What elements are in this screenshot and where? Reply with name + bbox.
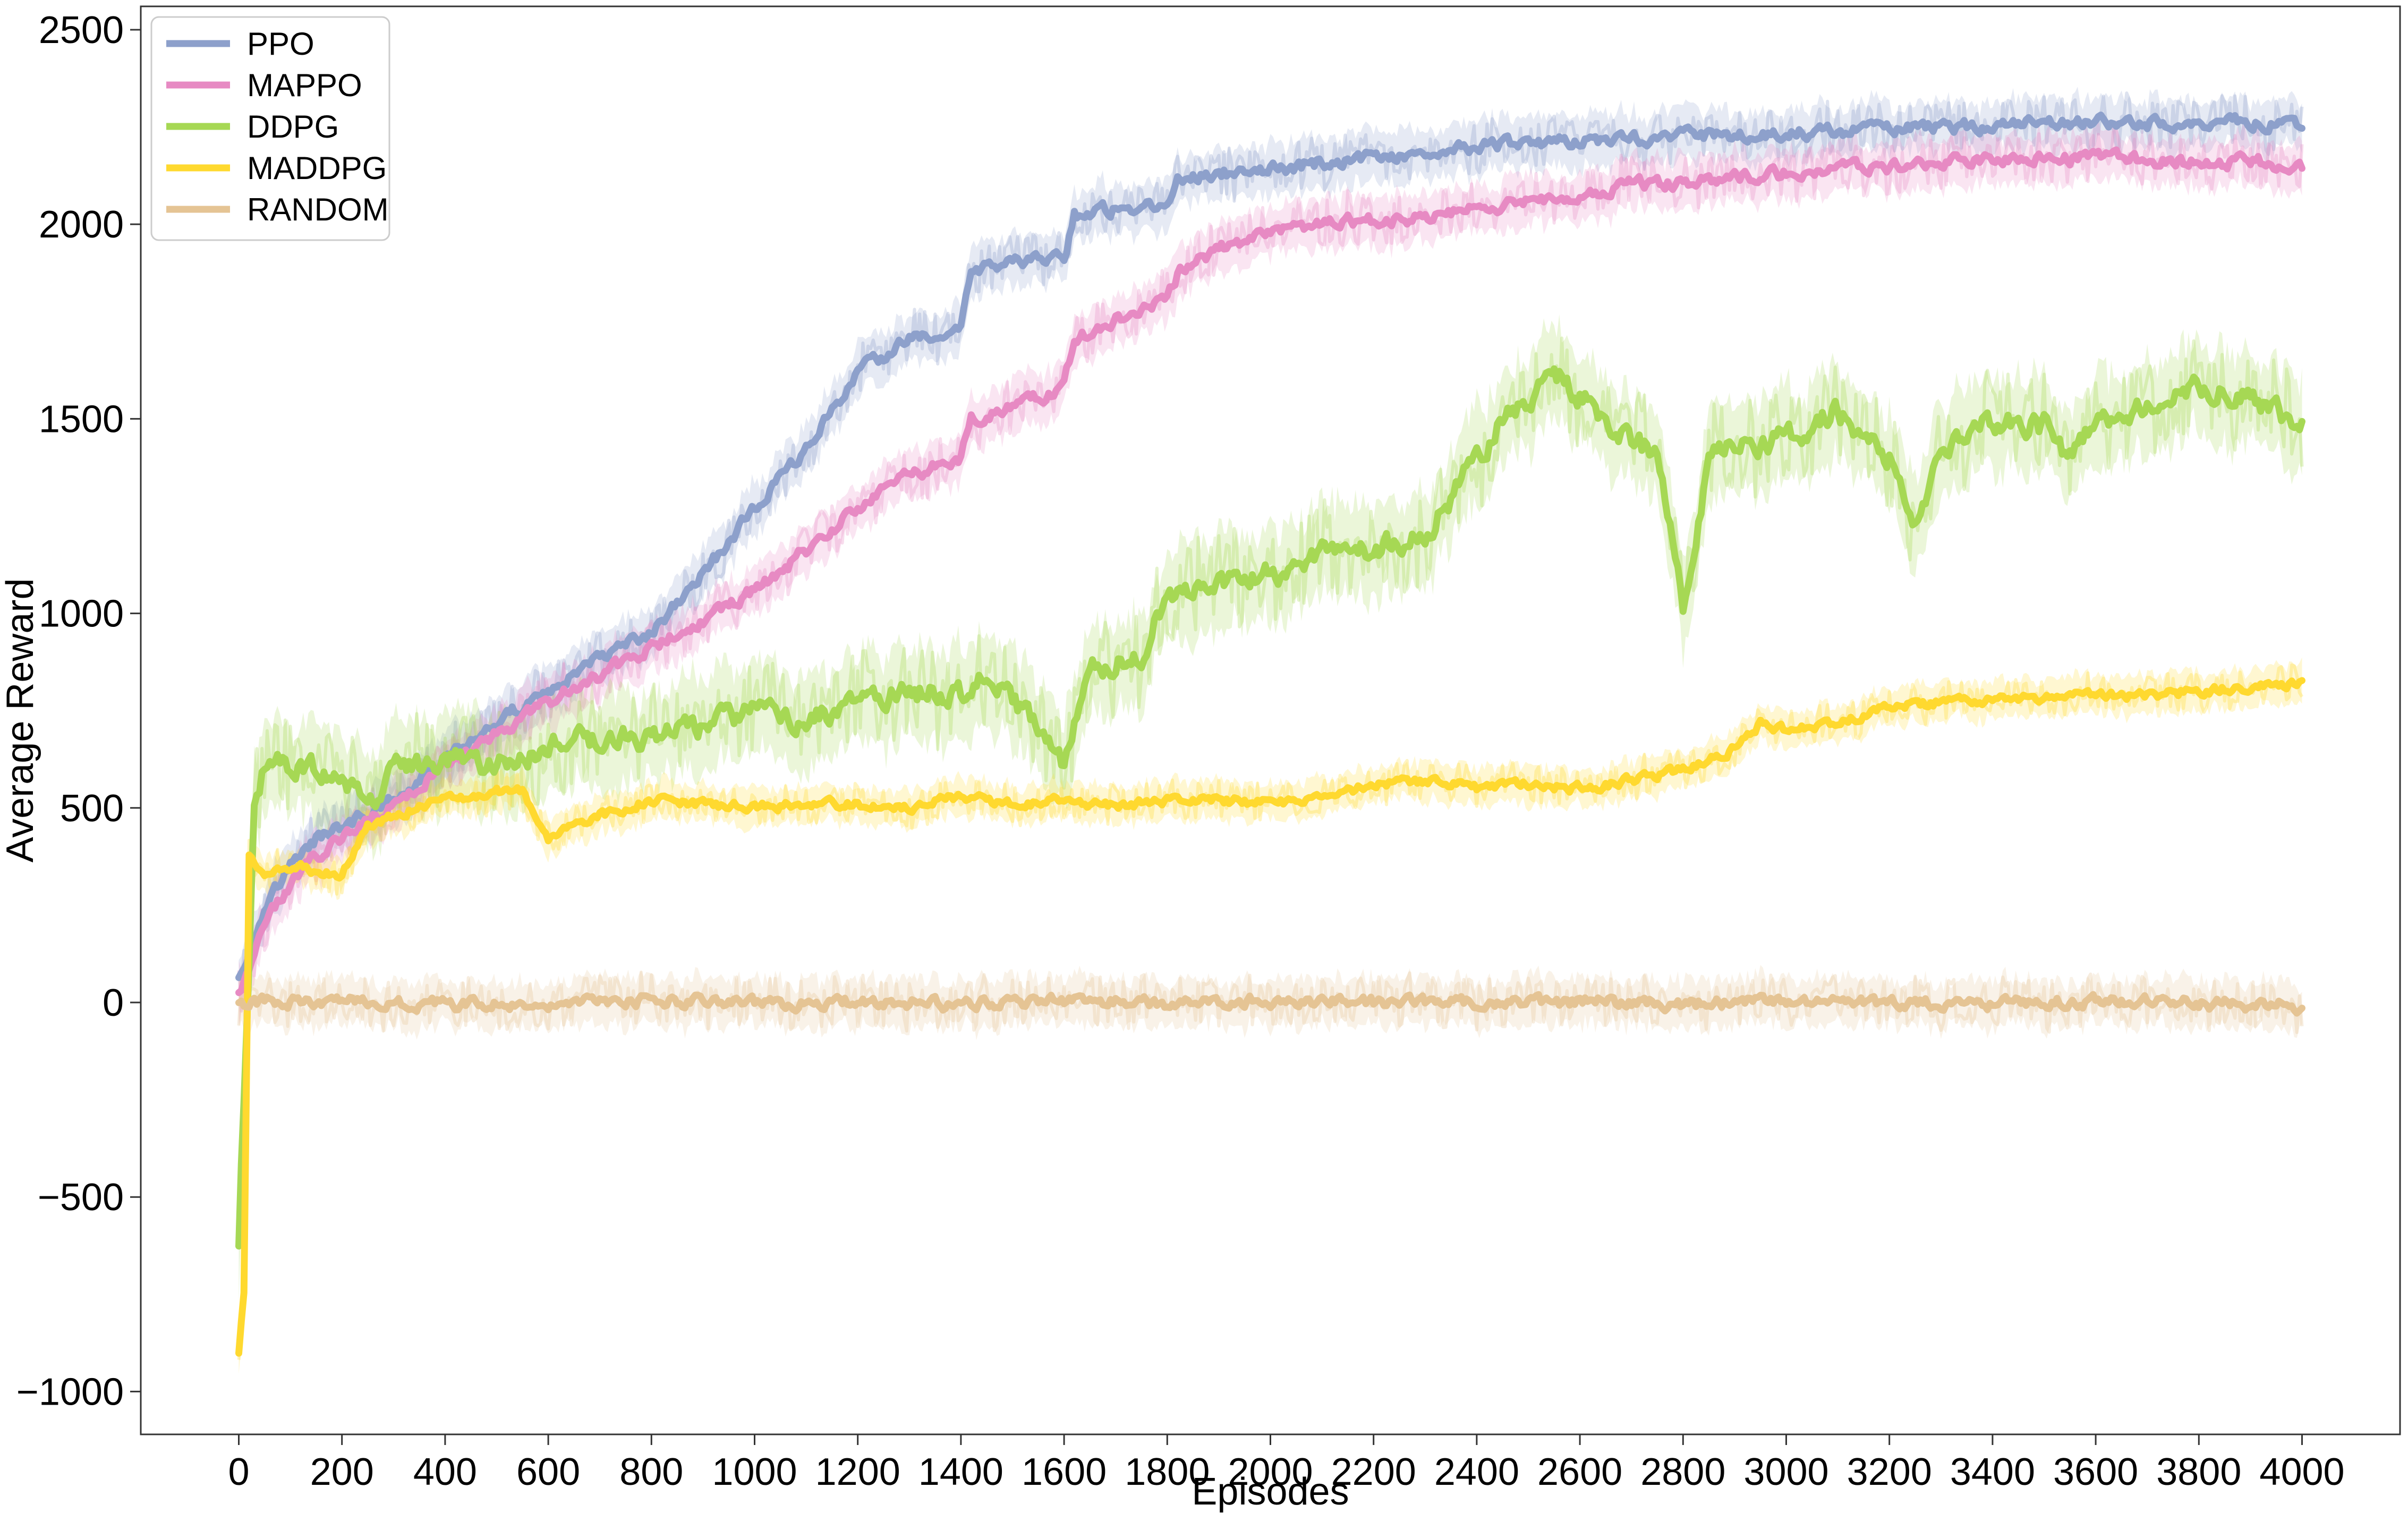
- y-axis-label: Average Reward: [0, 579, 41, 863]
- legend-label-ppo: PPO: [247, 26, 314, 62]
- x-tick-label: 1000: [712, 1451, 797, 1493]
- x-tick-label: 400: [413, 1451, 477, 1493]
- series-line-ppo: [235, 112, 2305, 981]
- x-tick-label: 2200: [1331, 1451, 1416, 1493]
- y-tick-label: 0: [103, 982, 124, 1024]
- y-tick-label: 1500: [39, 398, 124, 440]
- y-tick-label: 500: [60, 787, 124, 830]
- x-axis-ticks: 0 200 400 600 800 1000 1200 1400 1600 1800 2000 220…: [228, 1434, 2345, 1493]
- band-ddpg: [239, 314, 2302, 1302]
- x-tick-label: 600: [516, 1451, 580, 1493]
- x-tick-label: 1400: [918, 1451, 1003, 1493]
- series-line-mappo: [235, 146, 2305, 996]
- x-tick-label: 4000: [2259, 1451, 2344, 1493]
- x-tick-label: 1600: [1022, 1451, 1107, 1493]
- x-tick-label: 3000: [1743, 1451, 1828, 1493]
- legend-label-maddpg: MADDPG: [247, 150, 387, 186]
- x-tick-label: 800: [619, 1451, 683, 1493]
- x-tick-label: 3800: [2156, 1451, 2241, 1493]
- legend: PPO MAPPO DDPG MADDPG RANDOM: [150, 16, 390, 241]
- series-line-maddpg: [235, 677, 2305, 1357]
- x-tick-label: 2600: [1537, 1451, 1622, 1493]
- legend-box: [150, 16, 390, 241]
- y-tick-label: −1000: [16, 1371, 124, 1413]
- x-tick-label: 2000: [1228, 1451, 1313, 1493]
- y-tick-label: 1000: [39, 593, 124, 635]
- raw-line-ddpg: [237, 336, 2304, 1234]
- legend-label-ddpg: DDPG: [247, 109, 339, 144]
- raw-line-random: [237, 971, 2304, 1034]
- y-tick-label: 2500: [39, 9, 124, 52]
- x-tick-label: 1800: [1125, 1451, 1210, 1493]
- x-tick-label: 1200: [815, 1451, 900, 1493]
- series-line-random: [235, 991, 2305, 1017]
- legend-label-random: RANDOM: [247, 192, 389, 227]
- raw-line-ppo: [239, 91, 2304, 993]
- x-tick-label: 0: [228, 1451, 249, 1493]
- series-line-ddpg: [235, 365, 2305, 1250]
- y-tick-label: 2000: [39, 203, 124, 246]
- legend-label-mappo: MAPPO: [247, 67, 362, 103]
- x-tick-label: 2400: [1434, 1451, 1519, 1493]
- x-tick-label: 3400: [1950, 1451, 2035, 1493]
- y-tick-label: −500: [38, 1176, 124, 1219]
- x-tick-label: 2800: [1640, 1451, 1725, 1493]
- x-tick-label: 3600: [2053, 1451, 2138, 1493]
- x-tick-label: 3200: [1847, 1451, 1932, 1493]
- series-lines: [235, 112, 2305, 1357]
- y-axis-ticks: −1000 −500 0 500 1000 1500 2000 2500: [16, 9, 141, 1413]
- x-tick-label: 200: [310, 1451, 374, 1493]
- x-axis-label: Episodes: [1192, 1470, 1349, 1513]
